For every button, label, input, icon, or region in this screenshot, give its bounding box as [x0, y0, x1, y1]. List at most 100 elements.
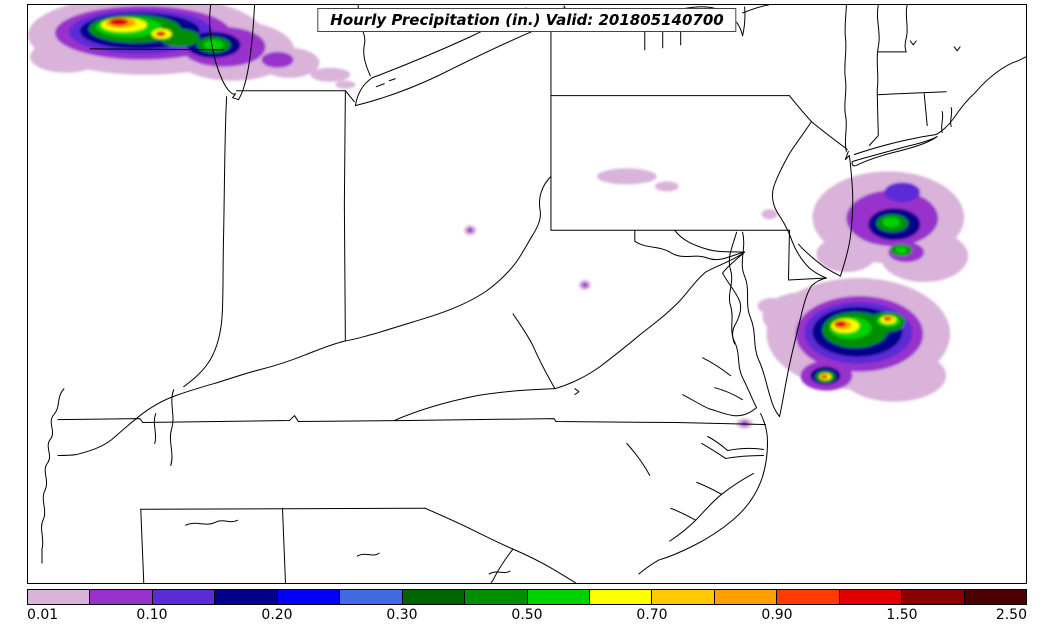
colorbar-tick-label: 1.50	[886, 607, 918, 623]
ohio-river	[58, 176, 551, 455]
precip-cell	[884, 316, 891, 321]
colorbar-segment	[402, 590, 466, 604]
nh-small-marks	[910, 41, 960, 51]
colorbar-tick-label: 0.20	[261, 607, 293, 623]
precipitation-colorbar	[27, 589, 1027, 605]
colorbar-segment	[964, 590, 1026, 604]
potomac-river-lower	[723, 252, 745, 344]
precip-cell	[654, 181, 679, 192]
il-in-border	[184, 97, 227, 387]
va-interior-river	[575, 389, 650, 476]
precip-cell	[884, 182, 921, 203]
wv-va-border	[555, 230, 745, 388]
colorbar-tick-label: 0.10	[136, 607, 168, 623]
precip-cell	[261, 51, 294, 68]
colorbar-segment	[839, 590, 903, 604]
precip-cell	[820, 374, 828, 379]
precip-cell	[757, 297, 786, 314]
map-canvas: Hourly Precipitation (in.) Valid: 201805…	[27, 4, 1027, 584]
precip-cell	[834, 320, 846, 327]
colorbar-segment	[340, 590, 403, 604]
precipitation-layer	[28, 5, 969, 429]
colorbar-segment	[652, 590, 715, 604]
precip-cell	[761, 209, 778, 220]
precip-cell	[155, 31, 166, 37]
precip-cell	[740, 421, 749, 427]
mississippi-river	[42, 389, 64, 563]
colorbar-tick-labels: 0.01 0.10 0.20 0.30 0.50 0.70 0.90 1.50 2.50	[27, 607, 1027, 627]
ny-ma-ct-border	[869, 95, 878, 146]
precip-cell	[596, 168, 657, 185]
ga-sc-savannah-river	[491, 549, 513, 583]
albemarle-sound	[708, 437, 764, 459]
colorbar-segment	[152, 590, 216, 604]
finger-lakes	[645, 24, 730, 50]
al-ga-border	[282, 508, 285, 583]
precip-cell	[203, 39, 224, 50]
colorbar-tick-label: 2.50	[995, 607, 1027, 623]
precip-cell	[467, 227, 474, 233]
potomac-river-upper	[635, 230, 745, 259]
ct-ri-border	[924, 94, 927, 126]
colorbar-segment	[777, 590, 840, 604]
ma-south-border	[877, 92, 946, 95]
southern-squiggles	[186, 520, 510, 574]
precip-cell	[581, 282, 588, 288]
st-lawrence-river	[743, 5, 769, 13]
precip-cell	[109, 18, 128, 26]
delaware-bay	[792, 242, 840, 278]
precip-cell	[895, 246, 908, 254]
virginia-nc-coast-outer-banks	[639, 414, 768, 574]
ms-al-border	[141, 509, 144, 583]
nc-rivers	[671, 443, 726, 520]
chesapeake-bay-east-shore	[742, 232, 779, 416]
narragansett-notches	[942, 108, 952, 133]
ny-vt-border	[877, 5, 879, 95]
precip-cell	[816, 236, 877, 273]
hudson-river	[845, 5, 847, 151]
colorbar-segment	[28, 590, 91, 604]
chesapeake-bay-west-shore	[729, 232, 756, 407]
precip-cell	[335, 80, 356, 89]
long-island	[852, 137, 937, 166]
colorbar-segment	[527, 590, 590, 604]
ky-tn-va-nc-line	[58, 416, 766, 425]
new-jersey-coast	[840, 151, 852, 276]
colorbar-segment	[714, 590, 778, 604]
colorbar-tick-label: 0.30	[386, 607, 418, 623]
colorbar-tick-label: 0.70	[636, 607, 668, 623]
colorbar-tick-label: 0.90	[761, 607, 793, 623]
colorbar-tick-label: 0.01	[27, 607, 59, 623]
va-ky-border	[394, 389, 555, 421]
delaware-river	[772, 96, 811, 242]
ny-nj-border	[811, 122, 847, 150]
mi-in-oh-border	[237, 91, 355, 102]
precip-cell	[310, 67, 351, 82]
de-md-border	[788, 230, 826, 280]
new-england-coast	[854, 57, 1026, 155]
state-borders	[58, 5, 946, 583]
delmarva-ocean-coast	[779, 278, 826, 417]
rivers	[42, 5, 961, 583]
colorbar-segment	[215, 590, 278, 604]
map-title: Hourly Precipitation (in.) Valid: 201805…	[317, 8, 737, 32]
precip-cell	[882, 217, 901, 228]
map-svg	[28, 5, 1026, 583]
tennessee-river	[154, 390, 173, 466]
rappahannock-york-rivers	[703, 358, 743, 400]
hampton-roads-james-river	[683, 395, 757, 416]
lake-michigan-shoreline	[210, 5, 255, 100]
colorbar-segment	[90, 590, 153, 604]
colorbar-tick-label: 0.50	[511, 607, 543, 623]
in-oh-border	[344, 91, 345, 341]
wv-ky-border	[513, 314, 555, 389]
colorbar-segment	[589, 590, 653, 604]
vt-nh-border	[878, 5, 907, 52]
colorbar-segment	[277, 590, 341, 604]
lake-erie-west-end	[355, 78, 372, 106]
lake-erie-islands	[376, 79, 395, 87]
colorbar-segment	[902, 590, 965, 604]
wi-il-border	[90, 49, 224, 50]
colorbar-segment	[465, 590, 528, 604]
